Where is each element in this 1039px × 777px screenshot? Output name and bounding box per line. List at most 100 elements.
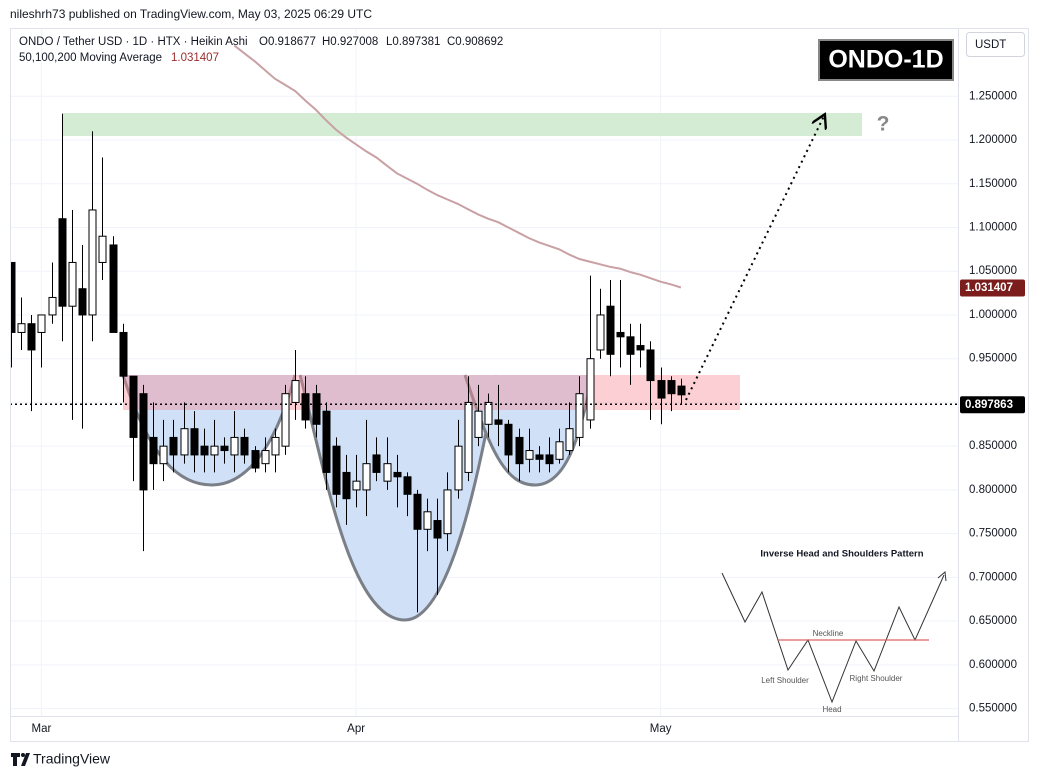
candle-body <box>443 489 452 535</box>
candle-body <box>352 480 361 491</box>
ma-price-box <box>960 279 1025 297</box>
badge <box>818 39 954 81</box>
candle-body <box>78 288 87 316</box>
candle-body <box>291 380 300 403</box>
candle-body <box>17 323 26 333</box>
chart-frame <box>10 28 1029 742</box>
candle-body <box>180 428 189 456</box>
candle-body <box>332 445 341 495</box>
candle-body <box>200 445 209 456</box>
candle-body <box>98 235 107 263</box>
pattern-title: Inverse Head and Shoulders Pattern <box>760 549 923 560</box>
candle-body <box>494 419 503 425</box>
candle-body <box>596 314 605 351</box>
right-shoulder-label: Right Shoulder <box>850 674 903 683</box>
candle-body <box>413 493 422 530</box>
last-price-label: 0.897863 <box>965 399 1013 411</box>
candle-body <box>251 450 260 469</box>
ma-legend: 50,100,200 Moving Average <box>19 52 162 64</box>
candle-body <box>575 393 584 438</box>
candle-body <box>301 393 310 421</box>
ma-legend-value: 1.031407 <box>171 52 219 64</box>
head-cup <box>298 374 499 622</box>
y-tick-label: 0.950000 <box>969 353 1017 365</box>
candle-body <box>555 441 564 460</box>
candle-body <box>525 450 534 460</box>
candle-body <box>129 375 138 438</box>
candle-body <box>636 345 645 351</box>
moving-average-line <box>233 44 682 289</box>
pattern-arrowhead <box>937 571 947 582</box>
candle-body <box>565 428 574 452</box>
logo-text: TradingView <box>33 751 111 767</box>
candle-body <box>281 393 290 447</box>
question-mark: ? <box>877 113 890 136</box>
candle-body <box>37 314 46 333</box>
ohlc-high: H0.927008 <box>322 36 378 48</box>
y-tick-label: 0.750000 <box>969 528 1017 540</box>
candle-body <box>220 445 229 452</box>
candle-body <box>261 450 270 465</box>
candle-body <box>393 471 402 478</box>
left-shoulder-label: Left Shoulder <box>761 676 809 685</box>
head-label: Head <box>822 705 841 714</box>
candle-body <box>149 436 158 465</box>
x-tick-label: May <box>650 723 672 735</box>
published-line: nileshrh73 published on TradingView.com,… <box>10 7 372 21</box>
currency-label: USDT <box>975 39 1006 51</box>
y-tick-label: 1.050000 <box>969 265 1017 277</box>
candle-body <box>312 393 321 425</box>
candle-body <box>230 436 239 456</box>
candle-body <box>504 423 513 456</box>
candle-body <box>109 244 118 333</box>
candle-body <box>545 454 554 465</box>
candle-body <box>159 445 168 465</box>
candle-body <box>210 445 219 456</box>
plot <box>10 44 958 613</box>
candle-body <box>88 209 97 316</box>
target-zone <box>62 113 862 136</box>
candle-body <box>606 305 615 355</box>
ohlc-open: O0.918677 <box>259 36 316 48</box>
symbol-line: ONDO / Tether USD · 1D · HTX · Heikin As… <box>19 36 248 48</box>
y-tick-label: 0.550000 <box>969 703 1017 715</box>
currency-button[interactable] <box>966 32 1025 57</box>
candle-body <box>433 520 442 539</box>
pattern-cups <box>121 374 594 622</box>
candle-body <box>535 454 544 460</box>
candle-body <box>515 436 524 465</box>
logo-dot <box>21 753 25 757</box>
candle-body <box>362 463 371 491</box>
candle-body <box>667 380 676 395</box>
pattern-inset: Inverse Head and Shoulders Pattern Neckl… <box>721 549 947 714</box>
candle-body <box>474 410 483 438</box>
candle-body <box>58 218 67 307</box>
candle-body <box>27 323 36 351</box>
pattern-line <box>721 572 945 704</box>
y-tick-label: 1.200000 <box>969 134 1017 146</box>
y-tick-label: 0.700000 <box>969 571 1017 583</box>
candle-body <box>403 476 412 495</box>
candle-body <box>240 436 249 456</box>
candle-body <box>322 410 331 473</box>
y-tick-label: 0.850000 <box>969 440 1017 452</box>
neckline-label: Neckline <box>813 629 844 638</box>
candle-body <box>190 428 199 456</box>
y-tick-label: 0.600000 <box>969 659 1017 671</box>
candle-body <box>139 393 148 491</box>
candle-body <box>646 349 655 382</box>
ohlc-low: L0.897381 <box>386 36 440 48</box>
ohlc-close: C0.908692 <box>447 36 503 48</box>
candle-body <box>372 454 381 473</box>
last-price-box <box>960 396 1025 414</box>
candle-body <box>383 463 392 482</box>
y-tick-label: 1.100000 <box>969 221 1017 233</box>
x-tick-label: Mar <box>32 723 52 735</box>
candle-body <box>454 445 463 491</box>
ma-price-label: 1.031407 <box>965 282 1013 294</box>
candle-body <box>342 471 351 500</box>
candle-body <box>10 261 16 333</box>
candle-body <box>48 296 57 316</box>
y-tick-label: 1.250000 <box>969 90 1017 102</box>
